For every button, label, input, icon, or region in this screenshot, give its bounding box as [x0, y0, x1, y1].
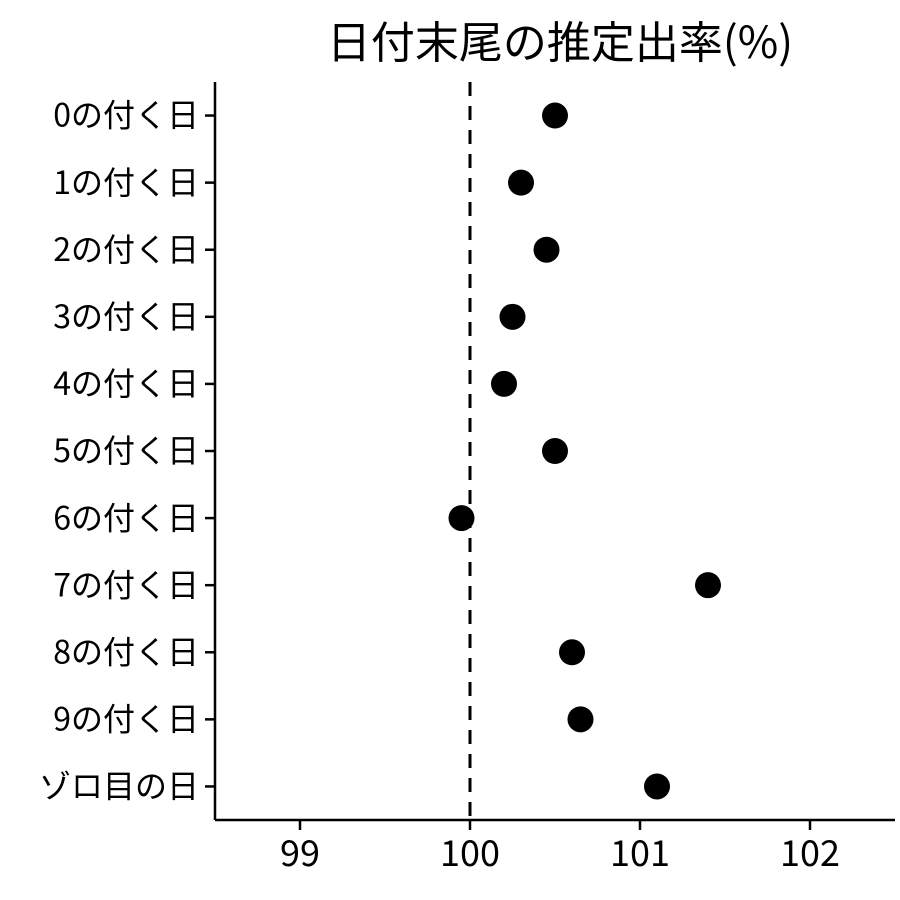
data-point — [695, 572, 721, 598]
y-tick-label: 7の付く日 — [53, 560, 199, 606]
data-point — [508, 170, 534, 196]
y-tick-label: 0の付く日 — [53, 91, 199, 137]
chart-svg: 99 100 101 102 0の付く日 1の付く日 2の付く日 3の付く日 4の付く日 5の付く… — [0, 0, 900, 900]
y-tick-label: 2の付く日 — [53, 225, 199, 271]
y-tick-label: 3の付く日 — [53, 292, 199, 338]
data-point — [534, 237, 560, 263]
data-point — [559, 639, 585, 665]
y-tick-label: 5の付く日 — [53, 426, 199, 472]
data-point — [449, 505, 475, 531]
data-point — [542, 438, 568, 464]
y-tick-label: 4の付く日 — [53, 359, 199, 405]
y-tick-label: ゾロ目の日 — [39, 762, 199, 808]
data-point — [542, 103, 568, 129]
x-tick-label: 100 — [440, 825, 500, 877]
x-tick-label: 101 — [610, 825, 670, 877]
x-tick-label: 99 — [280, 825, 320, 877]
y-tick-label: 1の付く日 — [53, 158, 199, 204]
y-tick-label: 9の付く日 — [53, 695, 199, 741]
data-point — [491, 371, 517, 397]
y-tick-label: 8の付く日 — [53, 627, 199, 673]
chart-container: 99 100 101 102 0の付く日 1の付く日 2の付く日 3の付く日 4の付く日 5の付く… — [0, 0, 900, 900]
data-point — [500, 304, 526, 330]
y-tick-label: 6の付く日 — [53, 493, 199, 539]
x-tick-label: 102 — [780, 825, 840, 877]
data-point — [568, 706, 594, 732]
chart-title: 日付末尾の推定出率(%) — [327, 7, 793, 71]
data-point — [644, 773, 670, 799]
